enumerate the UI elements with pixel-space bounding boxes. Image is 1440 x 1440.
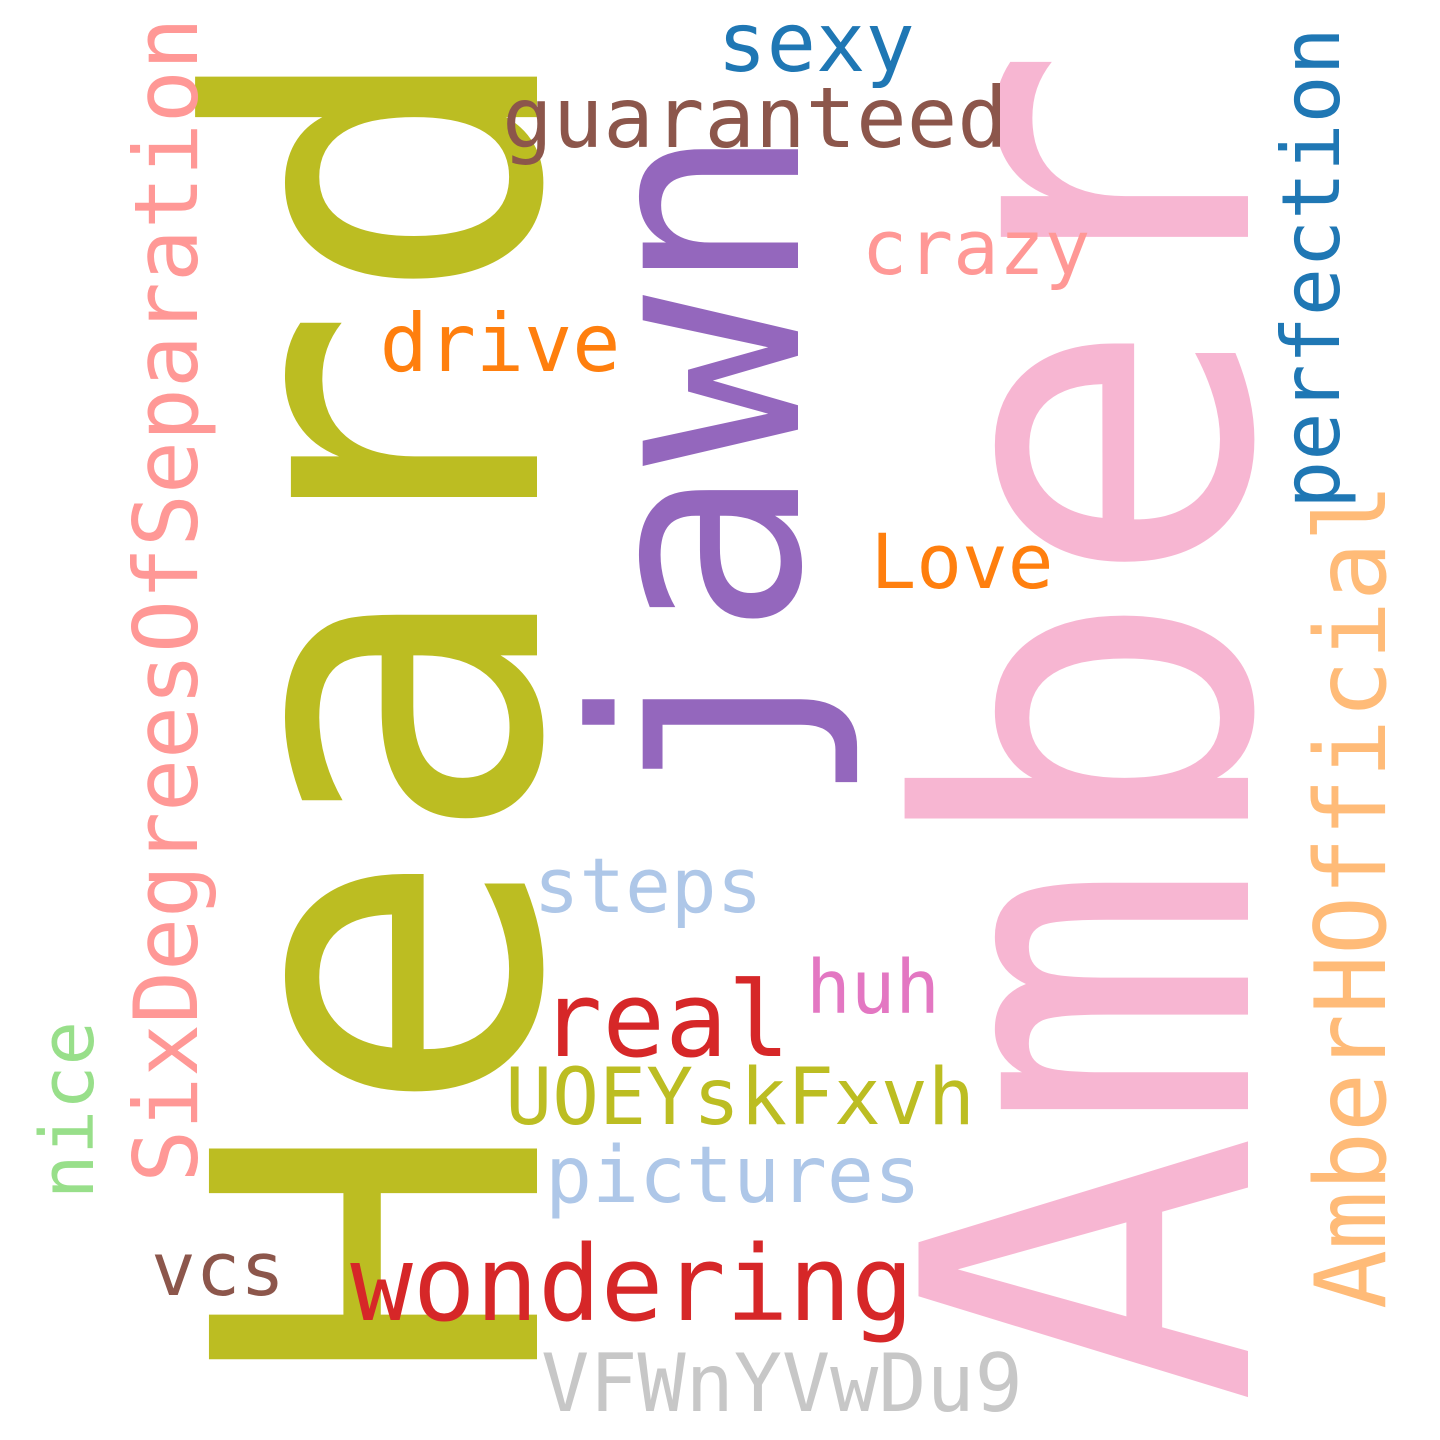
word-sexy: sexy [717,0,915,91]
word-perfection: perfection [1265,27,1358,509]
word-crazy: crazy [861,203,1091,292]
word-real: real [539,959,791,1081]
word-guaranteed: guaranteed [502,69,1008,167]
word-amberhofficial: AmberHOfficial [1295,482,1409,1310]
word-love: Love [870,517,1054,606]
word-steps: steps [533,841,763,930]
word-vfwnyvwdu9: VFWnYVwDu9 [541,1337,1023,1430]
word-pictures: pictures [545,1131,921,1221]
word-vcs: vcs [151,1227,285,1313]
word-nice: nice [25,1020,111,1200]
word-drive: drive [379,297,621,390]
word-wondering: wondering [350,1223,914,1345]
word-uoeyskfxvh: UOEYskFxvh [505,1053,975,1143]
word-huh: huh [806,945,940,1031]
word-sixdegreesofseparation: SixDegreesOfSeparation [115,17,218,1183]
word-jawn: jawn [534,124,865,808]
